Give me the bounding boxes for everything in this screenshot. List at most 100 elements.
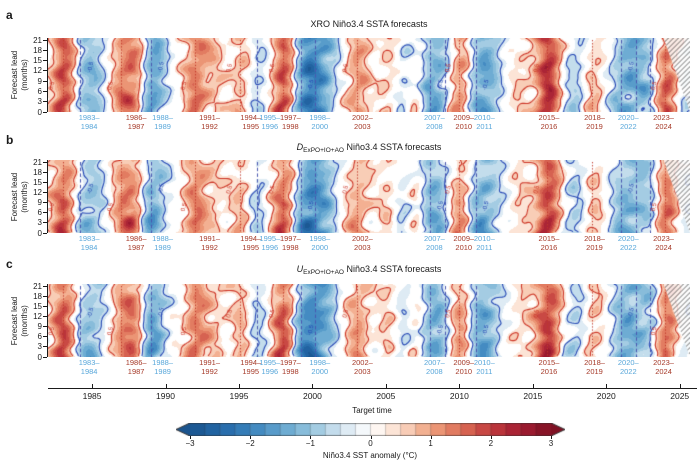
panel-b-y-axis [47, 160, 48, 233]
event-year-label: 1988– 1989 [152, 358, 174, 376]
panel-a-letter: a [6, 8, 13, 22]
panel-c-y-tick-label: 6 [37, 332, 42, 342]
panel-a-y-tick [43, 70, 47, 72]
panel-b-y-tick-label: 9 [37, 198, 42, 208]
x-axis-tick [92, 384, 94, 388]
x-axis-tick-label: 1990 [156, 391, 175, 401]
event-year-label: 2010– 2011 [473, 113, 495, 131]
colorbar-tick-label: 0 [368, 439, 373, 448]
colorbar-tick [190, 436, 191, 439]
event-year-label: 1998– 2000 [309, 234, 331, 252]
event-year-label: 1994– 1995 [240, 234, 262, 252]
panel-a-y-tick [43, 111, 47, 113]
panel-c-y-tick [43, 295, 47, 297]
x-axis-tick [238, 384, 240, 388]
event-year-label: 1983– 1984 [78, 113, 100, 131]
x-axis-tick-label: 2015 [523, 391, 543, 401]
panel-a-y-tick [43, 60, 47, 62]
x-axis-tick [165, 384, 167, 388]
event-year-label: 1995– 1996 [259, 358, 281, 376]
colorbar-tick [551, 436, 552, 439]
panel-b-y-tick [43, 202, 47, 204]
panel-b-y-tick-label: 18 [33, 167, 42, 177]
event-year-label: 2009– 2010 [453, 234, 475, 252]
panel-b-y-tick [43, 212, 47, 214]
event-year-label: 1986– 1987 [125, 358, 147, 376]
event-year-label: 2015– 2016 [538, 358, 560, 376]
colorbar-tick-label: 2 [488, 439, 494, 448]
event-year-label: 2015– 2016 [538, 234, 560, 252]
panel-a-y-tick [43, 101, 47, 103]
x-axis-tick [312, 384, 314, 388]
x-axis-tick [385, 384, 387, 388]
panel-a-title: XRO Niño3.4 SSTA forecasts [48, 19, 690, 31]
panel-b-y-tick-label: 12 [33, 187, 42, 197]
panel-b-title: DExPO+IO+AO Niño3.4 SSTA forecasts [48, 142, 690, 154]
event-year-label: 2007– 2008 [423, 234, 445, 252]
panel-c-y-tick-label: 18 [33, 291, 42, 301]
x-axis-tick-label: 2000 [302, 391, 322, 401]
panel-c-y-axis [47, 284, 48, 357]
event-year-label: 1991– 1992 [199, 113, 221, 131]
panel-c-y-tick-label: 21 [33, 281, 42, 291]
panel-c-heatmap [48, 284, 690, 357]
panel-c-y-tick [43, 305, 47, 307]
event-year-label: 1995– 1996 [259, 113, 281, 131]
event-year-label: 1998– 2000 [309, 113, 331, 131]
panel-a-y-tick [43, 80, 47, 82]
panel-c-y-tick-label: 9 [37, 322, 42, 332]
colorbar-tick [490, 436, 492, 439]
event-year-label: 2018– 2019 [584, 358, 605, 376]
colorbar-tick-label: 1 [428, 439, 433, 448]
panel-a-y-tick-label: 9 [37, 76, 42, 86]
event-year-label: 2023– 2024 [653, 113, 674, 131]
event-year-label: 1997– 1998 [279, 358, 301, 376]
panel-b-y-tick [43, 161, 47, 163]
event-year-label: 2018– 2019 [584, 234, 605, 252]
panel-c-y-tick [43, 285, 47, 287]
colorbar-tick-label: −1 [305, 439, 315, 448]
colorbar-tick [430, 436, 432, 439]
panel-b-y-tick [43, 232, 47, 234]
event-year-label: 2015– 2016 [538, 113, 560, 131]
panel-b-y-tick-label: 6 [37, 208, 42, 218]
event-year-label: 2010– 2011 [473, 358, 495, 376]
event-year-label: 2002– 2003 [351, 113, 373, 131]
event-year-label: 1997– 1998 [279, 113, 301, 131]
x-axis-tick-label: 1995 [229, 391, 249, 401]
x-axis-tick-label: 2005 [376, 391, 396, 401]
event-year-label: 1994– 1995 [240, 113, 262, 131]
event-year-label: 2009– 2010 [453, 358, 475, 376]
x-axis-tick-label: 1985 [82, 391, 102, 401]
x-axis-tick-label: 2025 [670, 391, 690, 401]
panel-c-y-tick-label: 0 [37, 352, 42, 362]
panel-c-y-tick [43, 336, 47, 338]
panel-a-title-rest: Niño3.4 SSTA forecasts [330, 19, 428, 29]
panel-b-y-tick-label: 0 [37, 228, 42, 238]
panel-a-y-tick-label: 12 [33, 66, 42, 76]
event-year-label: 1991– 1992 [199, 234, 221, 252]
panel-b-y-tick [43, 171, 47, 173]
event-year-label: 2023– 2024 [653, 234, 674, 252]
panel-b-title-rest: Niño3.4 SSTA forecasts [343, 142, 442, 152]
event-year-label: 2002– 2003 [351, 358, 373, 376]
event-year-label: 1986– 1987 [125, 234, 147, 252]
event-year-label: 1988– 1989 [152, 113, 174, 131]
event-year-label: 1983– 1984 [78, 358, 100, 376]
event-year-label: 1994– 1995 [240, 358, 262, 376]
event-year-label: 1998– 2000 [309, 358, 331, 376]
panel-c-y-tick [43, 315, 47, 317]
panel-b-title-prefix: D [296, 142, 304, 152]
panel-a-y-tick-label: 3 [37, 97, 42, 107]
colorbar-tick [250, 436, 252, 439]
panel-a-y-tick [43, 90, 47, 92]
event-year-label: 2007– 2008 [423, 358, 445, 376]
panel-b-y-tick [43, 222, 47, 224]
panel-a-y-tick-label: 18 [33, 45, 42, 55]
panel-c-y-tick-label: 15 [33, 301, 42, 311]
event-year-label: 1988– 1989 [152, 234, 174, 252]
colorbar-tick [370, 436, 372, 439]
panel-a-y-tick [43, 39, 47, 41]
panel-b-y-tick-label: 15 [33, 177, 42, 187]
